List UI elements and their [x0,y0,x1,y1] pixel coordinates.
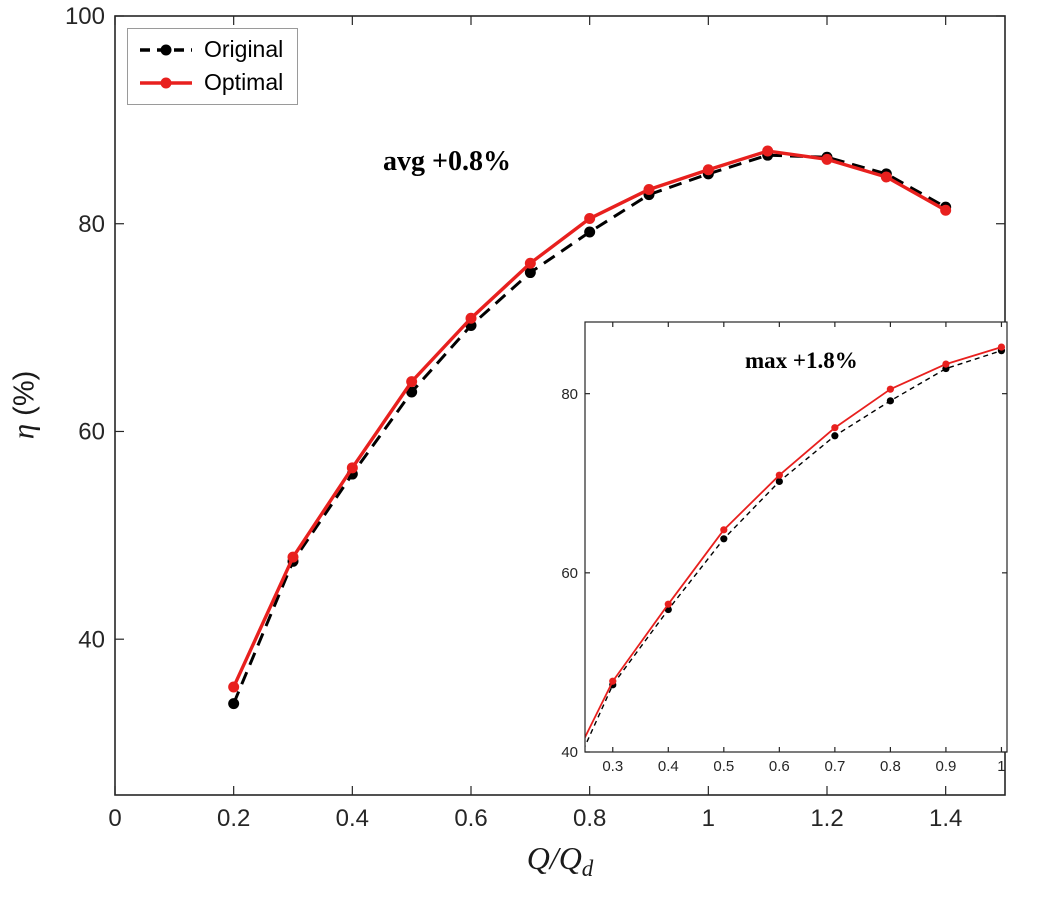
main-marker-original [228,698,240,710]
inset-xtick-label: 0.4 [658,758,679,775]
inset-xtick-label: 0.5 [713,758,734,775]
inset-marker-original [831,432,839,440]
main-marker-optimal [880,171,892,183]
inset-marker-optimal [609,677,617,685]
main-marker-original [406,386,418,398]
main-marker-optimal [406,376,418,388]
legend-label-optimal: Optimal [204,69,284,96]
main-ytick-label: 80 [78,211,105,238]
main-marker-optimal [702,164,714,176]
inset-marker-optimal [664,600,672,608]
main-marker-optimal [228,681,240,693]
inset-marker-optimal [720,526,728,534]
inset-xtick-label: 0.7 [824,758,845,775]
inset-ytick-label: 60 [561,565,578,582]
x-axis-label: Q/Qd [440,840,680,882]
main-xtick-label: 0.2 [217,805,250,832]
main-marker-optimal [940,204,952,216]
inset-ytick-label: 80 [561,386,578,403]
inset-marker-original [886,397,894,405]
inset-marker-optimal [997,343,1006,351]
main-xtick-label: 0.4 [336,805,369,832]
legend-item-optimal: Optimal [140,69,284,96]
inset-series-optimal [585,343,1006,740]
main-marker-optimal [287,551,299,563]
legend-sample-solid-line-icon [140,77,192,89]
main-xtick-label: 0 [108,805,121,832]
main-marker-optimal [465,312,477,324]
inset-xtick-label: 0.9 [935,758,956,775]
main-xtick-label: 1.4 [929,805,962,832]
inset-tick-labels: 0.3 0.4 0.5 0.6 0.7 0.8 0.9 1 40 60 80 [561,386,1005,775]
annotation-avg: avg +0.8% [383,146,511,177]
main-ytick-label: 40 [78,626,105,653]
main-marker-optimal [346,462,358,474]
main-marker-optimal [584,213,596,225]
inset-marker-optimal [942,360,950,368]
x-axis-label-subscript: d [581,856,594,881]
x-axis-label-main: Q/Q [526,840,582,876]
inset-xtick-label: 0.3 [602,758,623,775]
main-marker-optimal [524,257,536,269]
inset-marker-optimal [775,471,783,479]
inset-axes-box [584,321,1008,753]
main-xtick-label: 1 [702,805,715,832]
inset-xtick-label: 0.8 [880,758,901,775]
y-axis-label-units: (%) [8,370,40,424]
inset-xtick-label: 1 [997,758,1005,775]
main-series-optimal [228,145,952,693]
annotation-max: max +1.8% [745,348,858,373]
main-ytick-label: 100 [65,3,105,30]
inset-chart: 0.3 0.4 0.5 0.6 0.7 0.8 0.9 1 40 60 80 [554,321,1008,811]
legend-label-original: Original [204,36,284,62]
main-marker-optimal [821,153,833,165]
main-marker-original [584,226,596,238]
main-ytick-label: 60 [78,419,105,446]
legend-item-original: Original [140,36,284,62]
eta-symbol: η [5,423,40,440]
main-marker-optimal [762,145,774,157]
main-xtick-label: 1.2 [810,805,843,832]
inset-xtick-label: 0.6 [769,758,790,775]
inset-marker-original [720,535,728,543]
inset-marker-optimal [831,424,839,432]
main-marker-optimal [643,183,655,195]
inset-marker-original [554,804,561,811]
main-xtick-label: 0.8 [573,805,606,832]
legend-sample-dashed-line-icon [140,44,192,56]
main-xtick-label: 0.6 [454,805,487,832]
inset-axes-background [585,322,1007,752]
y-axis-label: η (%) [2,330,44,480]
main-marker-original [524,267,536,279]
inset-marker-original [775,477,783,486]
main-chart: 0 0.2 0.4 0.6 0.8 1 1.2 1.4 40 60 80 100 [65,3,1006,832]
legend: Original Optimal [127,28,299,105]
main-tick-labels: 0 0.2 0.4 0.6 0.8 1 1.2 1.4 40 60 80 100 [65,3,962,832]
inset-ytick-label: 40 [561,744,578,761]
inset-marker-optimal [886,385,894,393]
